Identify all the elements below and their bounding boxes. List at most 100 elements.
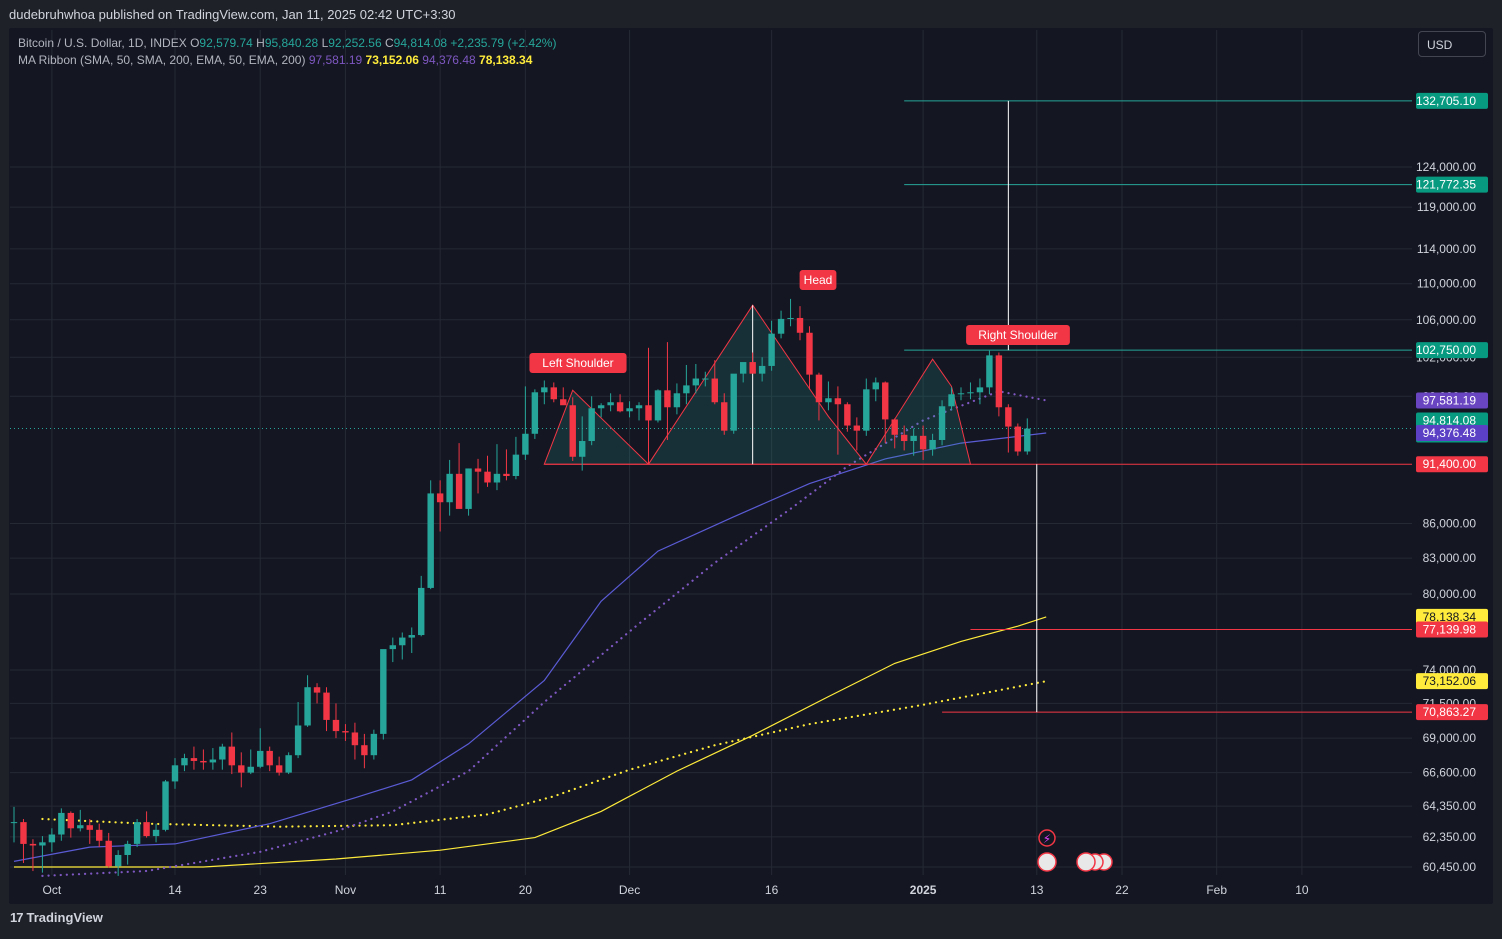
candle-body xyxy=(304,687,311,726)
low-value: 92,252.56 xyxy=(328,36,382,50)
candle-body xyxy=(257,750,264,767)
price-chart[interactable]: 60,450.00 62,350.00 64,350.00 66,600.00 69,0… xyxy=(0,0,1502,904)
price-axis-label-bg xyxy=(1416,424,1488,441)
x-tick-label: 10 xyxy=(1295,883,1309,897)
candle-body xyxy=(796,317,804,333)
candle-body xyxy=(579,441,586,457)
candle-body xyxy=(1014,426,1022,452)
price-axis-label-text: 94,376.48 xyxy=(1423,426,1477,440)
price-axis-label-text: 91,400.00 xyxy=(1423,457,1477,471)
candle-body xyxy=(77,825,84,829)
candle-body xyxy=(503,473,510,476)
head-label-text: Head xyxy=(804,273,833,287)
candle-body xyxy=(389,645,396,650)
price-axis-label-bg xyxy=(1416,456,1488,473)
price-axis-label-bg xyxy=(1416,673,1488,690)
candle-body xyxy=(597,405,605,409)
candle-body xyxy=(446,473,453,503)
price-axis-label-text: 132,705.10 xyxy=(1416,94,1476,108)
candle-body xyxy=(569,405,576,457)
price-axis-label-text: 97,581.19 xyxy=(1423,393,1477,407)
candle-body xyxy=(787,317,794,319)
right-shoulder-label-text: Right Shoulder xyxy=(978,328,1057,342)
candle-body xyxy=(455,473,463,509)
candle-body xyxy=(891,419,898,435)
candle-body xyxy=(399,637,406,646)
candle-body xyxy=(616,402,624,412)
price-axis-label: 70,863.27 xyxy=(1416,704,1488,721)
symbol-title[interactable]: Bitcoin / U.S. Dollar, 1D, INDEX xyxy=(18,36,187,50)
ma-value-4: 78,138.34 xyxy=(479,53,533,67)
price-axis-label: 132,705.10 xyxy=(1416,92,1488,109)
candle-body xyxy=(806,332,813,375)
candle-body xyxy=(550,387,557,400)
ma-value-2: 73,152.06 xyxy=(365,53,419,67)
footer xyxy=(0,904,1502,939)
publisher-text: dudebruhwhoa published on TradingView.co… xyxy=(9,7,456,22)
candle-body xyxy=(418,587,425,636)
candle-body xyxy=(380,649,387,734)
candle-body xyxy=(844,404,851,426)
candle-body xyxy=(1024,428,1031,452)
price-axis-label: 78,138.34 xyxy=(1416,608,1488,625)
candle-body xyxy=(67,812,75,829)
candle-body xyxy=(900,434,908,442)
y-tick-label: 66,600.00 xyxy=(1423,766,1477,780)
candle-body xyxy=(39,842,46,846)
candle-body xyxy=(626,408,633,412)
head-label-bg xyxy=(799,270,837,290)
candle-body xyxy=(673,393,681,408)
candle-body xyxy=(702,378,709,380)
y-tick-label: 124,000.00 xyxy=(1416,160,1476,174)
us-flag-event-icon xyxy=(1037,852,1057,872)
candle-body xyxy=(294,725,302,756)
tradingview-logo[interactable]: 17 TradingView xyxy=(10,910,103,925)
right-shoulder-label: Right Shoulder xyxy=(966,325,1070,345)
candle-body xyxy=(730,373,737,431)
candle-body xyxy=(692,378,700,386)
price-axis-label: 94,376.48 xyxy=(1416,424,1488,441)
brand-name: TradingView xyxy=(26,910,103,925)
x-tick-label: 2025 xyxy=(910,883,937,897)
y-tick-label: 83,000.00 xyxy=(1423,551,1477,565)
y-tick-label: 62,350.00 xyxy=(1423,830,1477,844)
left-shoulder-label: Left Shoulder xyxy=(529,353,627,373)
candle-body xyxy=(919,435,927,450)
candle-body xyxy=(777,318,785,334)
candle-body xyxy=(114,854,122,867)
candle-body xyxy=(171,765,179,782)
head-label: Head xyxy=(799,270,837,290)
ma-ribbon-name[interactable]: MA Ribbon (SMA, 50, SMA, 200, EMA, 50, E… xyxy=(18,53,306,67)
left-shoulder-label-bg xyxy=(529,353,627,373)
y-tick-label: 64,350.00 xyxy=(1423,799,1477,813)
candle-body xyxy=(683,385,690,394)
candle-body xyxy=(882,382,889,420)
candle-body xyxy=(285,755,292,773)
candle-body xyxy=(48,834,56,843)
candle-body xyxy=(29,843,37,846)
x-tick-label: Nov xyxy=(335,883,356,897)
candle-body xyxy=(427,493,434,588)
y-tick-label: 119,000.00 xyxy=(1417,200,1476,214)
candle-body xyxy=(957,393,965,395)
x-tick-label: 11 xyxy=(434,883,447,897)
price-axis-label: 97,581.19 xyxy=(1416,392,1488,409)
price-axis-label: 91,400.00 xyxy=(1416,456,1488,473)
candle-body xyxy=(664,390,671,408)
candle-body xyxy=(58,812,65,835)
currency-button[interactable]: USD xyxy=(1418,31,1486,57)
y-tick-label: 69,000.00 xyxy=(1423,731,1477,745)
candle-body xyxy=(910,435,917,442)
y-tick-label: 106,000.00 xyxy=(1416,313,1476,327)
candle-body xyxy=(635,405,643,409)
candle-body xyxy=(929,439,936,450)
x-tick-label: Oct xyxy=(43,883,62,897)
x-tick-label: 13 xyxy=(1030,883,1044,897)
candle-body xyxy=(219,746,226,760)
candle-body xyxy=(323,692,330,720)
chart-frame[interactable] xyxy=(9,28,1493,904)
ema50-line xyxy=(13,432,1047,862)
candle-body xyxy=(181,758,188,766)
candle-body xyxy=(351,732,359,746)
close-value: 94,814.08 xyxy=(393,36,448,50)
